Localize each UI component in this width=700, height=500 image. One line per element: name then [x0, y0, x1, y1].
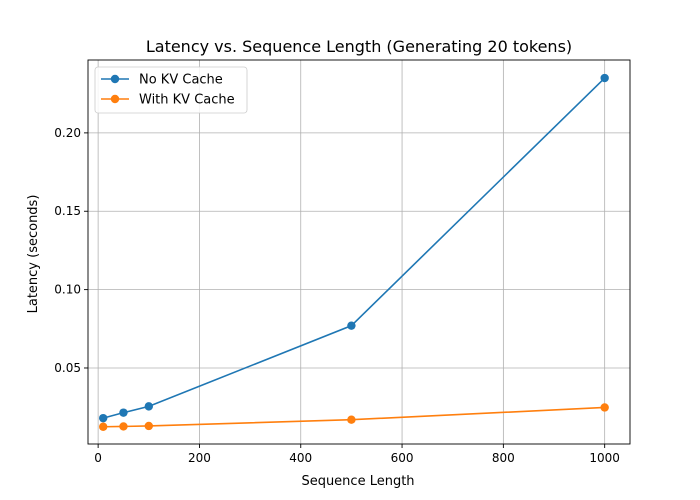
data-point-no-kv-cache	[119, 408, 128, 417]
data-point-with-kv-cache	[144, 421, 153, 431]
x-tick-label: 400	[289, 451, 312, 465]
y-axis-ticks: 0.05 0.10 0.15 0.20	[54, 126, 88, 375]
data-point-with-kv-cache	[600, 403, 609, 412]
data-point-no-kv-cache	[347, 321, 356, 330]
grid-lines	[88, 60, 630, 444]
data-point-with-kv-cache	[347, 415, 356, 424]
x-axis-ticks: 0 200 400 600 800 1000	[94, 444, 620, 465]
data-point-with-kv-cache	[119, 422, 128, 431]
legend-marker-no-kv-cache	[110, 74, 120, 84]
y-tick-label: 0.20	[54, 126, 81, 140]
axes-border	[87, 59, 631, 445]
data-point-with-kv-cache	[99, 422, 108, 431]
data-point-no-kv-cache	[600, 73, 609, 83]
y-tick-label: 0.10	[54, 283, 81, 297]
legend-marker-with-kv-cache	[110, 94, 120, 104]
y-tick-label: 0.05	[54, 361, 81, 375]
x-tick-label: 800	[492, 451, 515, 465]
data-point-no-kv-cache	[99, 413, 108, 423]
chart-title: Latency vs. Sequence Length (Generating …	[146, 37, 572, 56]
x-axis-label: Sequence Length	[301, 474, 414, 489]
data-point-no-kv-cache	[144, 402, 153, 411]
legend-label-with-kv-cache: With KV Cache	[139, 93, 235, 108]
y-tick-label: 0.15	[54, 204, 81, 218]
legend-label-no-kv-cache: No KV Cache	[139, 73, 223, 88]
legend: No KV Cache With KV Cache	[94, 66, 248, 114]
x-tick-label: 0	[94, 451, 102, 465]
legend-box	[94, 66, 248, 114]
x-tick-label: 1000	[589, 451, 620, 465]
x-tick-label: 200	[188, 451, 211, 465]
series-layer	[99, 73, 609, 431]
plot-area-frame	[87, 59, 631, 445]
y-axis-label: Latency (seconds)	[26, 195, 41, 314]
x-tick-label: 600	[391, 451, 414, 465]
